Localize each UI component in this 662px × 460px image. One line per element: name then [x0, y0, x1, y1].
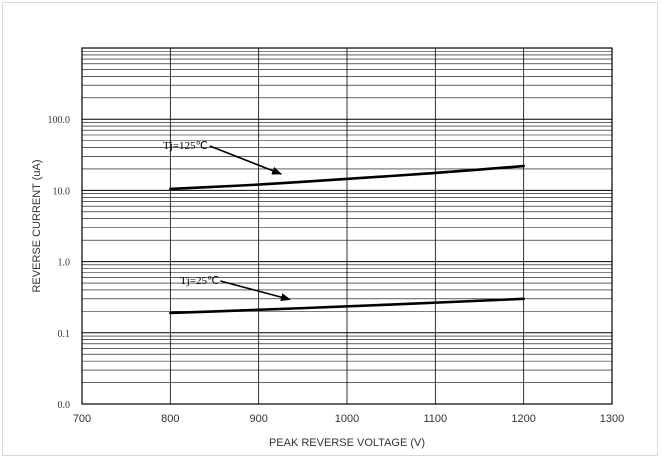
- annotation-arrow: [220, 280, 291, 302]
- annotation-label: Tj=125℃: [163, 140, 208, 152]
- series-line-1: [169, 164, 525, 191]
- annotations: Tj=125℃ Tj=25℃: [163, 140, 291, 302]
- y-tick-label: 0.0: [58, 400, 71, 411]
- plot-border: [81, 47, 613, 405]
- x-axis-label: PEAK REVERSE VOLTAGE (V): [269, 437, 425, 449]
- grid: [81, 47, 613, 405]
- x-tick-label: 1000: [335, 413, 359, 425]
- x-tick-label: 1100: [424, 413, 448, 425]
- y-tick-label: 1.0: [58, 258, 71, 269]
- y-tick-label: 0.1: [58, 329, 71, 340]
- y-tick-label: 100.0: [48, 115, 71, 126]
- x-tick-labels: 700 800 900 1000 1100 1200 1300: [73, 413, 624, 425]
- x-tick-label: 800: [161, 413, 179, 425]
- x-tick-label: 1200: [511, 413, 535, 425]
- y-axis-label: REVERSE CURRENT (uA): [31, 159, 43, 292]
- y-tick-labels: 0.0 0.1 1.0 10.0 100.0: [48, 115, 71, 411]
- x-tick-label: 1300: [600, 413, 624, 425]
- x-tick-label: 900: [249, 413, 267, 425]
- annotation-label: Tj=25℃: [180, 275, 219, 287]
- x-tick-label: 700: [73, 413, 91, 425]
- chart-frame: [2, 2, 658, 456]
- series-lines: [169, 164, 525, 315]
- series-line-2: [169, 297, 525, 315]
- y-tick-label: 10.0: [53, 186, 71, 197]
- annotation-arrow: [209, 145, 283, 175]
